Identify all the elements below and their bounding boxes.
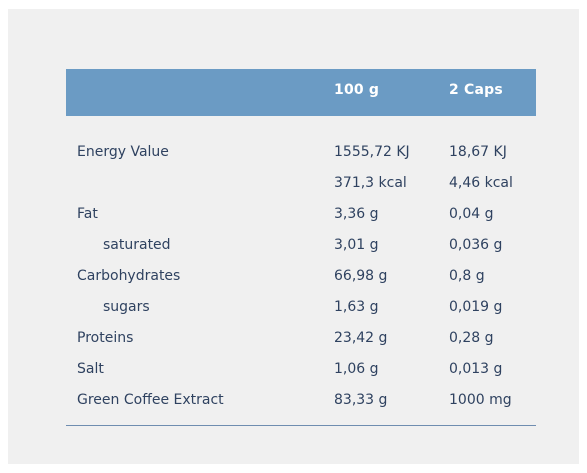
row-name: saturated (103, 237, 171, 253)
row-name: sugars (103, 299, 150, 315)
row-value-100g: 23,42 g (334, 330, 388, 346)
row-name: Salt (77, 361, 104, 377)
header-100g: 100 g (334, 82, 380, 98)
row-value-100g: 3,36 g (334, 206, 379, 222)
row-name: Energy Value (77, 144, 169, 160)
header-2caps: 2 Caps (449, 82, 503, 98)
table-row: Green Coffee Extract 83,33 g 1000 mg (66, 392, 536, 416)
row-name: Fat (77, 206, 98, 222)
table-row: saturated 3,01 g 0,036 g (66, 237, 536, 261)
row-value-2caps: 0,8 g (449, 268, 485, 284)
row-value-2caps: 0,28 g (449, 330, 494, 346)
row-name: Green Coffee Extract (77, 392, 224, 408)
row-value-100g: 83,33 g (334, 392, 388, 408)
row-value-2caps: 0,04 g (449, 206, 494, 222)
row-value-100g: 1,06 g (334, 361, 379, 377)
table-row: 371,3 kcal 4,46 kcal (66, 175, 536, 199)
row-name: Carbohydrates (77, 268, 181, 284)
row-value-100g: 371,3 kcal (334, 175, 407, 191)
row-value-100g: 1,63 g (334, 299, 379, 315)
row-name: Proteins (77, 330, 134, 346)
table-row: Fat 3,36 g 0,04 g (66, 206, 536, 230)
row-value-100g: 3,01 g (334, 237, 379, 253)
table-row: Proteins 23,42 g 0,28 g (66, 330, 536, 354)
table-bottom-divider (66, 425, 536, 426)
row-value-2caps: 0,019 g (449, 299, 503, 315)
row-value-2caps: 1000 mg (449, 392, 512, 408)
row-value-2caps: 0,013 g (449, 361, 503, 377)
table-header: 100 g 2 Caps (66, 69, 536, 116)
row-value-2caps: 0,036 g (449, 237, 503, 253)
row-value-100g: 1555,72 KJ (334, 144, 410, 160)
row-value-2caps: 4,46 kcal (449, 175, 513, 191)
table-row: sugars 1,63 g 0,019 g (66, 299, 536, 323)
table-row: Energy Value 1555,72 KJ 18,67 KJ (66, 144, 536, 168)
row-value-100g: 66,98 g (334, 268, 388, 284)
table-row: Salt 1,06 g 0,013 g (66, 361, 536, 385)
row-value-2caps: 18,67 KJ (449, 144, 507, 160)
table-row: Carbohydrates 66,98 g 0,8 g (66, 268, 536, 292)
nutrition-panel: 100 g 2 Caps Energy Value 1555,72 KJ 18,… (8, 9, 579, 464)
